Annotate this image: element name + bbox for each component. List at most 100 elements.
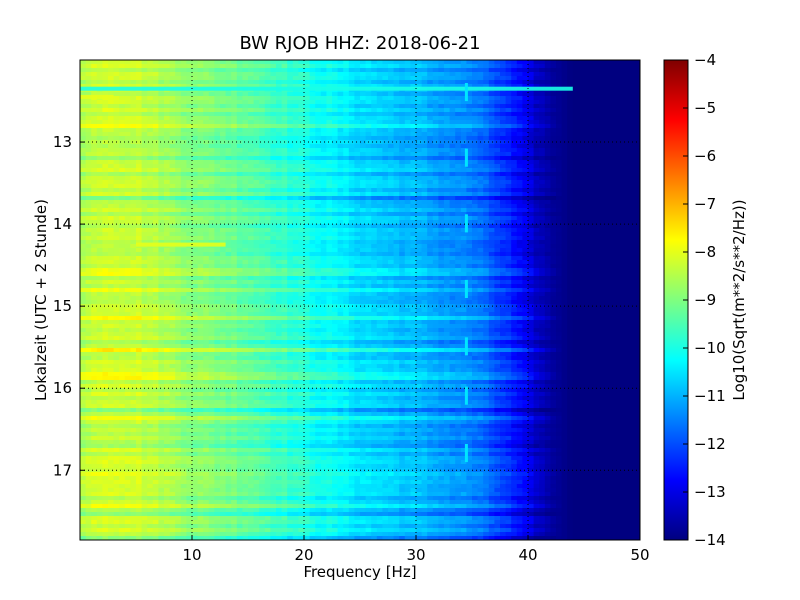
spectrogram-cell: [550, 144, 557, 149]
spectrogram-cell: [388, 168, 395, 173]
spectrogram-cell: [505, 156, 512, 161]
spectrogram-cell: [539, 224, 546, 229]
spectrogram-cell: [376, 156, 383, 161]
spectrogram-cell: [343, 192, 350, 197]
spectrogram-cell: [80, 128, 87, 133]
spectrogram-cell: [589, 104, 596, 109]
spectrogram-cell: [360, 172, 367, 177]
spectrogram-cell: [152, 220, 159, 225]
spectrogram-cell: [343, 132, 350, 137]
spectrogram-cell: [438, 228, 445, 233]
spectrogram-cell: [281, 64, 288, 69]
spectrogram-cell: [231, 76, 238, 81]
spectrogram-cell: [315, 212, 322, 217]
spectrogram-cell: [528, 204, 535, 209]
spectrogram-cell: [393, 208, 400, 213]
spectrogram-cell: [332, 100, 339, 105]
spectrogram-cell: [158, 116, 165, 121]
spectrogram-cell: [298, 208, 305, 213]
spectrogram-cell: [136, 84, 143, 89]
spectrogram-cell: [248, 68, 255, 73]
spectrogram-cell: [332, 172, 339, 177]
spectrogram-cell: [343, 152, 350, 157]
spectrogram-cell: [236, 128, 243, 133]
spectrogram-cell: [634, 204, 640, 209]
spectrogram-cell: [393, 228, 400, 233]
spectrogram-cell: [371, 188, 378, 193]
spectrogram-cell: [371, 136, 378, 141]
spectrogram-cell: [332, 116, 339, 121]
spectrogram-cell: [315, 68, 322, 73]
spectrogram-cell: [315, 156, 322, 161]
spectrogram-cell: [102, 136, 109, 141]
spectrogram-cell: [320, 172, 327, 177]
spectrogram-cell: [320, 108, 327, 113]
spectrogram-cell: [343, 196, 350, 201]
spectrogram-cell: [472, 188, 479, 193]
spectrogram-cell: [332, 128, 339, 133]
spectrogram-cell: [578, 232, 585, 237]
spectrogram-cell: [287, 152, 294, 157]
spectrogram-cell: [432, 232, 439, 237]
spectrogram-cell: [326, 204, 333, 209]
spectrogram-cell: [600, 196, 607, 201]
spectrogram-cell: [427, 256, 434, 261]
spectrogram-cell: [225, 256, 232, 261]
spectrogram-cell: [309, 248, 316, 253]
spectrogram-cell: [147, 156, 154, 161]
spectrogram-cell: [130, 232, 137, 237]
spectrogram-cell: [225, 252, 232, 257]
spectrogram-cell: [404, 96, 411, 101]
spectrogram-cell: [214, 100, 221, 105]
spectrogram-cell: [130, 220, 137, 225]
spectrogram-cell: [236, 252, 243, 257]
spectrogram-cell: [572, 124, 579, 129]
spectrogram-cell: [270, 192, 277, 197]
spectrogram-cell: [488, 176, 495, 181]
spectrogram-cell: [287, 168, 294, 173]
spectrogram-cell: [236, 80, 243, 85]
spectrogram-cell: [354, 72, 361, 77]
spectrogram-cell: [124, 184, 131, 189]
spectrogram-cell: [477, 208, 484, 213]
spectrogram-cell: [388, 100, 395, 105]
spectrogram-cell: [505, 72, 512, 77]
spectrogram-cell: [416, 148, 423, 153]
spectrogram-cell: [102, 124, 109, 129]
spectrogram-cell: [197, 156, 204, 161]
spectrogram-cell: [315, 228, 322, 233]
spectrogram-cell: [438, 96, 445, 101]
spectrogram-cell: [612, 164, 619, 169]
spectrogram-cell: [276, 140, 283, 145]
spectrogram-cell: [337, 248, 344, 253]
spectrogram-cell: [421, 252, 428, 257]
spectrogram-cell: [617, 168, 624, 173]
spectrogram-cell: [337, 132, 344, 137]
spectrogram-cell: [516, 112, 523, 117]
spectrogram-cell: [96, 208, 103, 213]
spectrogram-cell: [354, 244, 361, 249]
spectrogram-cell: [595, 176, 602, 181]
spectrogram-cell: [438, 100, 445, 105]
spectrogram-cell: [449, 104, 456, 109]
spectrogram-cell: [511, 120, 518, 125]
spectrogram-cell: [354, 220, 361, 225]
spectrogram-cell: [494, 168, 501, 173]
spectrogram-cell: [455, 92, 462, 97]
spectrogram-cell: [276, 164, 283, 169]
spectrogram-cell: [550, 76, 557, 81]
spectrogram-cell: [634, 192, 640, 197]
spectrogram-cell: [472, 224, 479, 229]
spectrogram-cell: [264, 116, 271, 121]
spectrogram-cell: [432, 80, 439, 85]
spectrogram-cell: [376, 116, 383, 121]
spectrogram-cell: [556, 144, 563, 149]
spectrogram-cell: [427, 148, 434, 153]
spectrogram-cell: [175, 236, 182, 241]
spectrogram-cell: [404, 144, 411, 149]
spectrogram-cell: [248, 232, 255, 237]
spectrogram-cell: [455, 132, 462, 137]
spectrogram-cell: [365, 84, 372, 89]
spectrogram-cell: [354, 112, 361, 117]
spectrogram-cell: [600, 236, 607, 241]
